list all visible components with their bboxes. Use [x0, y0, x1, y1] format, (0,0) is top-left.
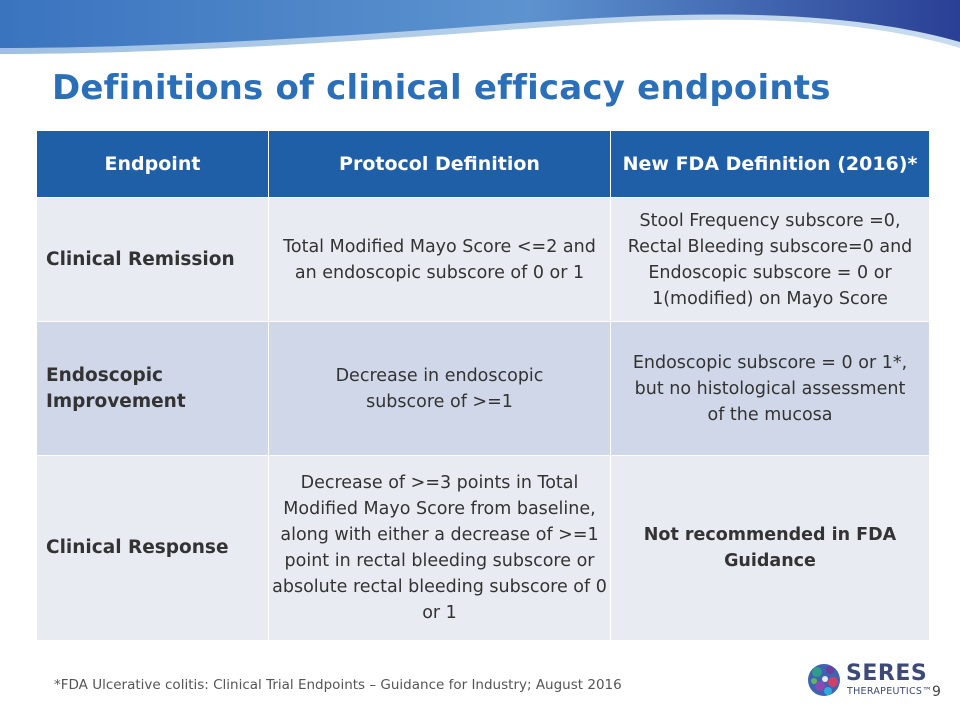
header-wave-decoration	[0, 0, 960, 54]
slide-title: Definitions of clinical efficacy endpoin…	[52, 68, 831, 108]
endpoint-cell: Endoscopic Improvement	[36, 321, 269, 456]
page-number: 9	[932, 684, 941, 700]
header-protocol-definition: Protocol Definition	[268, 130, 611, 198]
protocol-cell: Total Modified Mayo Score <=2 and an end…	[268, 197, 611, 322]
fda-cell: Not recommended in FDA Guidance	[610, 455, 930, 641]
table-row: Clinical Remission Total Modified Mayo S…	[36, 197, 930, 322]
fda-cell: Stool Frequency subscore =0, Rectal Blee…	[610, 197, 930, 322]
endpoint-cell: Clinical Remission	[36, 197, 269, 322]
seres-logo: SERES THERAPEUTICS™	[806, 660, 936, 702]
logo-subtitle: THERAPEUTICS™	[847, 686, 933, 697]
endpoints-table: Endpoint Protocol Definition New FDA Def…	[36, 130, 930, 641]
table-row: Clinical Response Decrease of >=3 points…	[36, 455, 930, 641]
fda-cell: Endoscopic subscore = 0 or 1*, but no hi…	[610, 321, 930, 456]
header-fda-definition: New FDA Definition (2016)*	[610, 130, 930, 198]
protocol-cell: Decrease of >=3 points in Total Modified…	[268, 455, 611, 641]
table-header-row: Endpoint Protocol Definition New FDA Def…	[36, 130, 930, 198]
header-endpoint: Endpoint	[36, 130, 269, 198]
footnote: *FDA Ulcerative colitis: Clinical Trial …	[54, 677, 622, 693]
globe-icon	[808, 664, 840, 696]
endpoint-cell: Clinical Response	[36, 455, 269, 641]
logo-name: SERES	[846, 661, 928, 686]
table-row: Endoscopic Improvement Decrease in endos…	[36, 321, 930, 456]
protocol-cell: Decrease in endoscopic subscore of >=1	[268, 321, 611, 456]
